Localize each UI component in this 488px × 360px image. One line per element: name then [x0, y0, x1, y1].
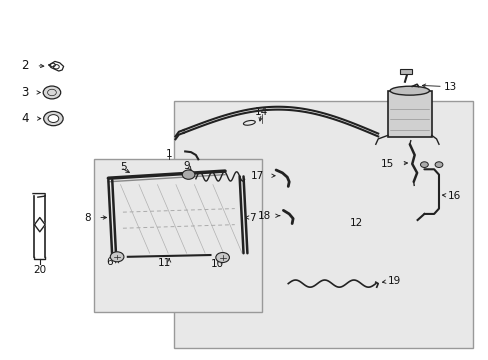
- Text: 4: 4: [21, 112, 29, 125]
- Text: 8: 8: [84, 212, 91, 222]
- Text: 18: 18: [258, 211, 271, 221]
- Text: 10: 10: [211, 259, 224, 269]
- Circle shape: [182, 170, 195, 179]
- Circle shape: [215, 252, 229, 262]
- Bar: [387, 91, 431, 137]
- Text: 13: 13: [443, 82, 456, 92]
- Text: 9: 9: [183, 161, 190, 171]
- Circle shape: [420, 162, 427, 167]
- Ellipse shape: [389, 86, 428, 95]
- Text: 7: 7: [249, 212, 255, 222]
- Bar: [174, 102, 472, 348]
- Text: 1: 1: [165, 149, 172, 159]
- Text: 12: 12: [349, 218, 362, 228]
- Text: 6: 6: [106, 257, 112, 267]
- Text: 5: 5: [120, 162, 127, 172]
- Text: 11: 11: [157, 258, 170, 268]
- Polygon shape: [34, 217, 45, 232]
- Text: 17: 17: [250, 171, 264, 181]
- Text: 20: 20: [33, 265, 46, 275]
- Bar: [399, 69, 411, 73]
- Circle shape: [110, 252, 123, 262]
- Circle shape: [43, 111, 63, 126]
- Text: 15: 15: [380, 159, 393, 169]
- Text: 14: 14: [254, 107, 267, 117]
- Circle shape: [43, 86, 61, 99]
- Text: 16: 16: [447, 191, 460, 201]
- Circle shape: [48, 114, 59, 122]
- Bar: [94, 158, 261, 312]
- Text: 2: 2: [21, 59, 29, 72]
- Text: 19: 19: [387, 276, 400, 286]
- Circle shape: [434, 162, 442, 167]
- Text: 3: 3: [21, 86, 29, 99]
